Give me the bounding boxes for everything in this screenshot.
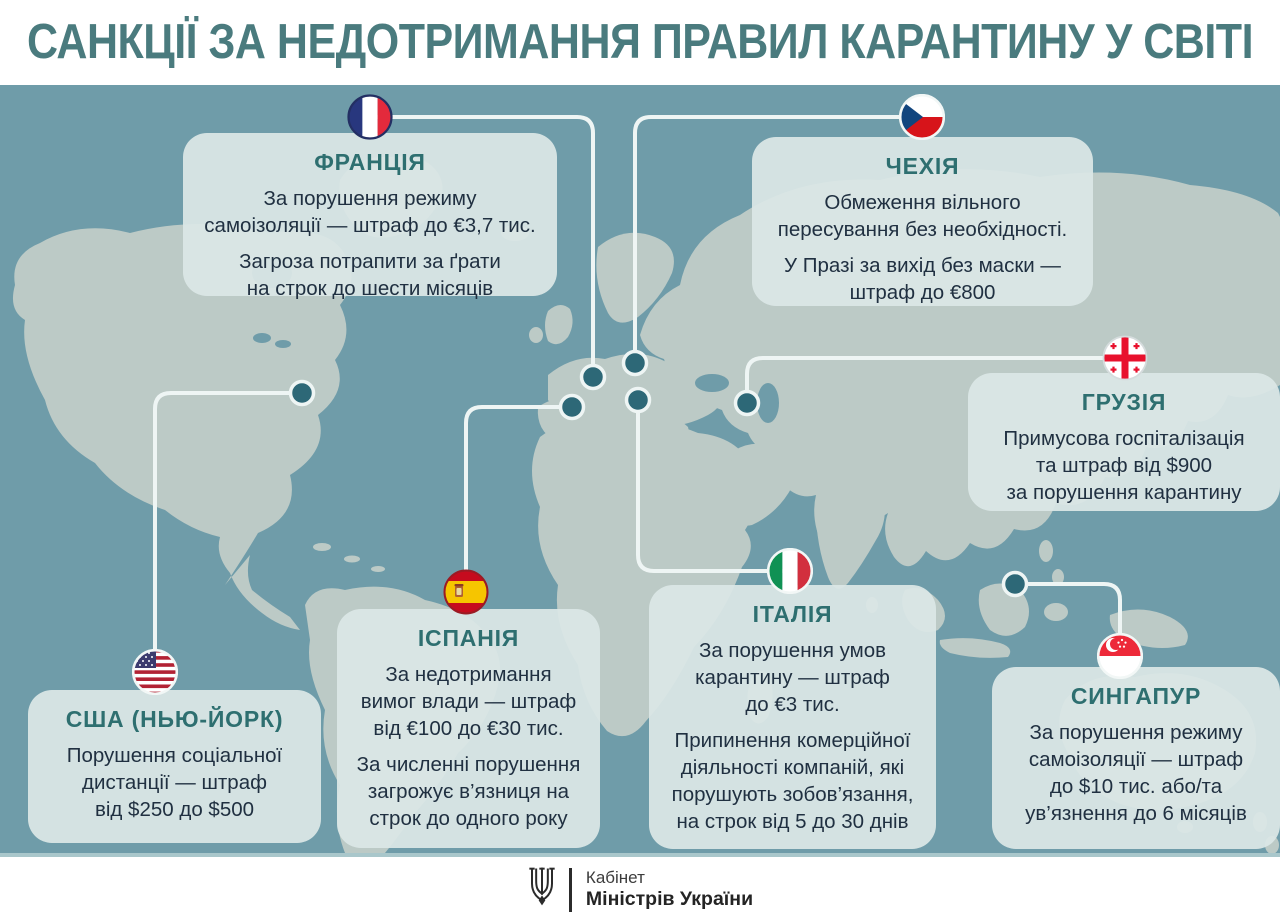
card-spain: ІСПАНІЯ За недотримання вимог влади — шт… [337,609,600,848]
map-markers [288,349,1029,598]
card-text: Обмеження вільного пересування без необх… [777,191,1068,241]
connector-line-usa [153,391,304,674]
card-text: Загроза потрапити за ґрати на строк до ш… [239,250,501,300]
card-italy: ІТАЛІЯ За порушення умов карантину — штр… [649,585,936,849]
card-singapore: СИНГАПУР За порушення режиму самоізоляці… [992,667,1280,849]
card-title: ІСПАНІЯ [417,625,520,651]
logo-divider [568,867,572,912]
footer-bar: Кабінет Міністрів України [0,853,1280,922]
card-text: За недотримання вимог влади — штраф від … [360,663,577,740]
org-name-line1: Кабінет [585,868,645,888]
card-title: ІТАЛІЯ [752,601,833,627]
card-czechia: ЧЕХІЯ Обмеження вільного пересування без… [752,137,1093,306]
map-marker-georgia [733,389,761,417]
card-text: За порушення режиму самоізоляції — штраф… [1025,721,1247,825]
header-bar: САНКЦІЇ ЗА НЕДОТРИМАННЯ ПРАВИЛ КАРАНТИНУ… [0,0,1280,85]
connector-line-singapore [1013,582,1122,658]
card-title: СИНГАПУР [1070,683,1202,709]
card-text: Порушення соціальної дистанції — штраф в… [66,744,283,821]
page-title: САНКЦІЇ ЗА НЕДОТРИМАННЯ ПРАВИЛ КАРАНТИНУ… [26,14,1254,70]
card-text: Припинення комерційної діяльності компан… [671,729,914,833]
map-marker-singapore [1001,570,1029,598]
card-title: США (НЬЮ-ЙОРК) [65,706,284,732]
georgia-flag-icon [1102,335,1148,381]
map-marker-spain [558,393,586,421]
tryzub-icon [527,865,557,914]
connector-line-france [368,115,595,379]
card-georgia: ГРУЗІЯ Примусова госпіталізація та штраф… [968,373,1280,511]
singapore-flag-icon [1097,633,1143,679]
map-marker-usa [288,379,316,407]
org-name: Кабінет Міністрів України [586,868,753,910]
card-title: ЧЕХІЯ [885,153,960,179]
card-usa: США (НЬЮ-ЙОРК) Порушення соціальної дист… [28,690,321,843]
connector-line-czechia [633,115,924,365]
spain-flag-icon [443,569,489,615]
connector-line-spain [464,405,574,594]
card-text: У Празі за вихід без маски — штраф до €8… [784,254,1061,304]
map-marker-france [579,363,607,391]
map-marker-czechia [621,349,649,377]
org-name-line2: Міністрів України [585,888,754,911]
france-flag-icon [347,94,393,140]
connector-line-italy [636,398,792,573]
card-text: Примусова госпіталізація та штраф від $9… [1003,427,1245,504]
connector-line-georgia [745,356,1127,405]
card-title: ФРАНЦІЯ [314,149,426,175]
cabinet-logo-lockup: Кабінет Міністрів України [527,865,753,914]
world-map-area: ФРАНЦІЯ За порушення режиму самоізоляції… [0,85,1280,853]
card-text: За порушення режиму самоізоляції — штраф… [204,187,536,237]
connector-lines [153,115,1127,674]
card-text: За численні порушення загрожує в’язниця … [356,753,581,830]
italy-flag-icon [767,548,813,594]
map-marker-italy [624,386,652,414]
card-text: За порушення умов карантину — штраф до €… [695,639,890,716]
usa-flag-icon [132,649,178,695]
czechia-flag-icon [899,94,945,140]
card-france: ФРАНЦІЯ За порушення режиму самоізоляції… [183,133,557,300]
card-title: ГРУЗІЯ [1081,389,1167,415]
